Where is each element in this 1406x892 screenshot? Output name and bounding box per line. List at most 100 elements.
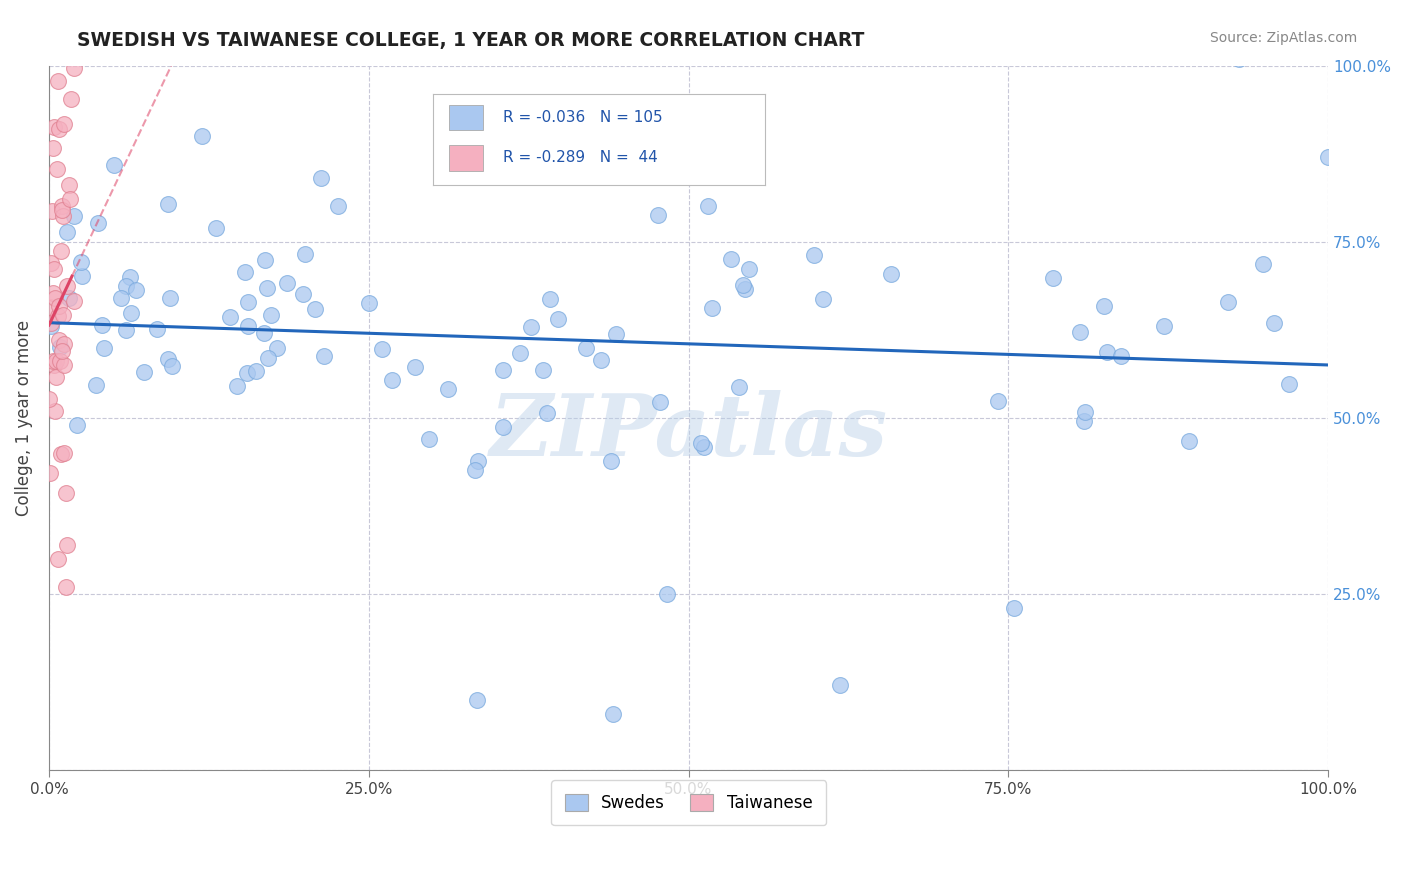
Point: [70, 255, 93, 269]
Point: [191, 129, 214, 144]
Point: [41, 204, 63, 219]
Point: [51, 343, 73, 358]
Legend: Swedes, Taiwanese: Swedes, Taiwanese: [551, 780, 825, 825]
Point: [720, 252, 742, 267]
Point: [436, 383, 458, 397]
Point: [690, 435, 713, 450]
Point: [52, 336, 75, 351]
Point: [1317, 150, 1340, 164]
Point: [38, 392, 60, 406]
Point: [103, 158, 125, 172]
Point: [42, 285, 65, 300]
Point: [53, 359, 76, 373]
Point: [304, 301, 326, 316]
Point: [536, 406, 558, 420]
Point: [56, 225, 79, 239]
Point: [46, 551, 69, 566]
Point: [46, 309, 69, 323]
Point: [266, 341, 288, 355]
Point: [49, 447, 72, 461]
Point: [260, 308, 283, 322]
Point: [828, 678, 851, 692]
Point: [63, 62, 86, 76]
Point: [46, 74, 69, 88]
Point: [648, 394, 671, 409]
Point: [1216, 294, 1239, 309]
Point: [728, 380, 751, 394]
Point: [1263, 316, 1285, 330]
Point: [58, 178, 80, 193]
Point: [160, 359, 183, 373]
Point: [51, 210, 73, 224]
Point: [52, 445, 75, 459]
Point: [91, 318, 114, 332]
Point: [1153, 319, 1175, 334]
Point: [1251, 256, 1274, 270]
Point: [125, 284, 148, 298]
Text: ZIPatlas: ZIPatlas: [489, 390, 887, 474]
Point: [731, 277, 754, 292]
Point: [59, 192, 82, 206]
Point: [66, 417, 89, 432]
Point: [253, 252, 276, 267]
Point: [63, 209, 86, 223]
Point: [404, 360, 426, 375]
Point: [114, 278, 136, 293]
Point: [39, 316, 62, 330]
Point: [381, 373, 404, 387]
Point: [1074, 405, 1097, 419]
Text: SWEDISH VS TAIWANESE COLLEGE, 1 YEAR OR MORE CORRELATION CHART: SWEDISH VS TAIWANESE COLLEGE, 1 YEAR OR …: [77, 31, 865, 50]
Point: [371, 343, 394, 357]
Point: [49, 244, 72, 259]
Point: [520, 320, 543, 334]
Point: [39, 319, 62, 334]
Point: [44, 404, 66, 418]
Point: [692, 440, 714, 454]
Point: [45, 370, 67, 384]
Point: [257, 351, 280, 365]
Point: [45, 354, 67, 368]
Y-axis label: College, 1 year or more: College, 1 year or more: [15, 319, 32, 516]
Point: [987, 394, 1010, 409]
Point: [56, 538, 79, 552]
Point: [58, 291, 80, 305]
Point: [491, 420, 513, 434]
Point: [314, 349, 336, 363]
Point: [1042, 270, 1064, 285]
Point: [48, 333, 70, 347]
Point: [575, 341, 598, 355]
Point: [93, 341, 115, 355]
Point: [467, 454, 489, 468]
Point: [538, 292, 561, 306]
Point: [132, 365, 155, 379]
Point: [509, 346, 531, 360]
Point: [589, 353, 612, 368]
Point: [44, 291, 66, 305]
Point: [233, 265, 256, 279]
Point: [253, 326, 276, 340]
Point: [696, 199, 718, 213]
Point: [39, 466, 62, 480]
Point: [647, 208, 669, 222]
Point: [59, 92, 82, 106]
Point: [159, 291, 181, 305]
Point: [38, 300, 60, 314]
Point: [1073, 414, 1095, 428]
Point: [42, 141, 65, 155]
Point: [602, 706, 624, 721]
Point: [811, 292, 834, 306]
Point: [218, 310, 240, 325]
Point: [245, 364, 267, 378]
Point: [49, 340, 72, 354]
Point: [44, 120, 66, 134]
Point: [236, 366, 259, 380]
Point: [70, 268, 93, 283]
Point: [87, 216, 110, 230]
Point: [533, 363, 555, 377]
Point: [1094, 300, 1116, 314]
Point: [48, 299, 70, 313]
Point: [120, 306, 142, 320]
Point: [86, 377, 108, 392]
Point: [41, 354, 63, 368]
Point: [46, 161, 69, 176]
